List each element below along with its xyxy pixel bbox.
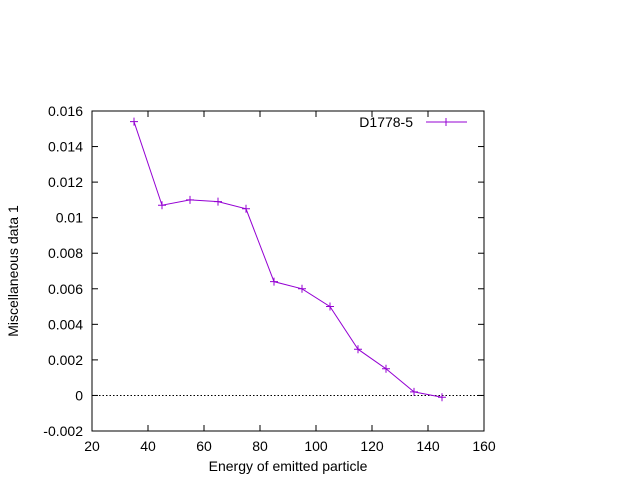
y-tick-label: 0.016 <box>48 103 83 119</box>
x-axis-label: Energy of emitted particle <box>209 458 368 474</box>
y-tick-label: 0.006 <box>48 281 83 297</box>
x-tick-label: 20 <box>84 438 100 454</box>
x-tick-label: 80 <box>252 438 268 454</box>
legend-marker <box>442 118 450 126</box>
x-tick-label: 60 <box>196 438 212 454</box>
data-point-marker <box>214 197 222 206</box>
data-point-marker <box>326 302 334 311</box>
x-tick-label: 120 <box>360 438 384 454</box>
y-tick-label: 0 <box>75 387 83 403</box>
data-point-marker <box>242 204 250 213</box>
x-tick-label: 100 <box>304 438 328 454</box>
y-axis-label: Miscellaneous data 1 <box>5 205 21 337</box>
data-point-marker <box>298 284 306 293</box>
y-tick-label: 0.004 <box>48 316 83 332</box>
x-tick-label: 160 <box>472 438 496 454</box>
y-tick-label: 0.008 <box>48 245 83 261</box>
data-point-marker <box>354 345 362 354</box>
data-point-marker <box>438 393 446 402</box>
data-point-marker <box>382 364 390 373</box>
x-tick-label: 140 <box>416 438 440 454</box>
legend-label: D1778-5 <box>359 114 413 130</box>
plot-frame <box>91 110 485 432</box>
y-tick-label: 0.01 <box>56 210 83 226</box>
y-tick-label: -0.002 <box>43 423 83 439</box>
y-tick-label: 0.014 <box>48 139 83 155</box>
series-line <box>133 121 443 398</box>
data-point-marker <box>158 201 166 210</box>
data-point-marker <box>410 387 418 396</box>
data-point-marker <box>130 117 138 126</box>
x-tick-label: 40 <box>140 438 156 454</box>
y-tick-label: 0.002 <box>48 352 83 368</box>
data-point-marker <box>186 195 194 204</box>
data-point-marker <box>270 277 278 286</box>
y-tick-label: 0.012 <box>48 174 83 190</box>
